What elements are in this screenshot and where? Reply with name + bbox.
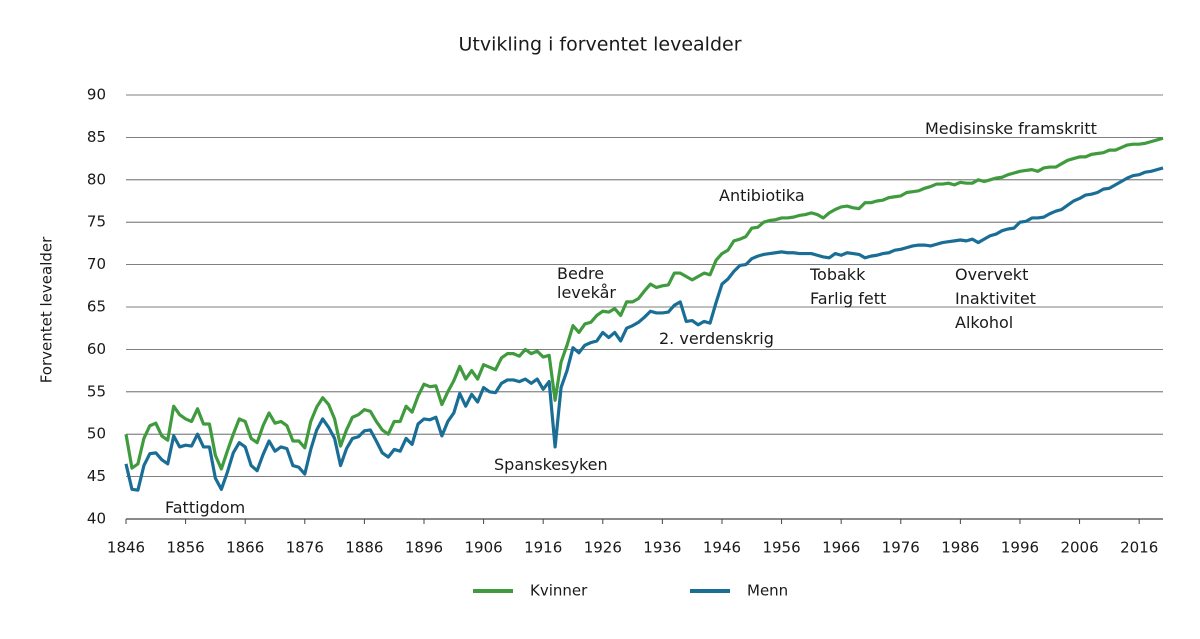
x-tick-label: 1906 — [464, 539, 502, 557]
x-tick-label: 1916 — [524, 539, 562, 557]
x-tick-label: 1926 — [584, 539, 622, 557]
annotation: Bedre — [557, 264, 604, 283]
annotation: Inaktivitet — [955, 289, 1036, 308]
series-line — [124, 136, 1164, 471]
x-tick-label: 1986 — [941, 539, 979, 557]
y-tick-label: 80 — [87, 170, 106, 188]
y-tick-label: 45 — [87, 467, 106, 485]
y-axis-label: Forventet levealder — [38, 236, 56, 383]
x-tick-label: 1996 — [1001, 539, 1039, 557]
y-tick-label: 55 — [87, 382, 106, 400]
legend-label: Menn — [747, 582, 788, 600]
x-tick-label: 1876 — [286, 539, 324, 557]
y-tick-label: 65 — [87, 298, 106, 316]
x-tick-label: 1846 — [107, 539, 145, 557]
y-tick-label: 40 — [87, 510, 106, 528]
x-tick-label: 1936 — [643, 539, 681, 557]
x-tick-label: 1976 — [882, 539, 920, 557]
annotation: Farlig fett — [810, 289, 886, 308]
annotation: Fattigdom — [165, 498, 245, 517]
annotation: levekår — [557, 283, 616, 302]
annotation: Spanskesyken — [494, 455, 608, 474]
x-tick-label: 1886 — [345, 539, 383, 557]
y-tick-label: 70 — [87, 255, 106, 273]
y-tick-label: 50 — [87, 425, 106, 443]
annotation: Antibiotika — [719, 186, 805, 205]
annotation: Tobakk — [809, 265, 866, 284]
y-tick-label: 60 — [87, 340, 106, 358]
x-tick-label: 2006 — [1060, 539, 1098, 557]
annotation: 2. verdenskrig — [659, 329, 774, 348]
x-tick-label: 1956 — [762, 539, 800, 557]
annotation: Medisinske framskritt — [925, 119, 1097, 138]
x-tick-label: 1856 — [167, 539, 205, 557]
y-tick-label: 90 — [87, 86, 106, 104]
annotation: Overvekt — [955, 265, 1028, 284]
chart-title: Utvikling i forventet levealder — [458, 34, 741, 56]
x-tick-label: 1866 — [226, 539, 264, 557]
x-tick-label: 1966 — [822, 539, 860, 557]
legend-label: Kvinner — [530, 582, 588, 600]
x-tick-label: 1896 — [405, 539, 443, 557]
x-tick-label: 1946 — [703, 539, 741, 557]
y-tick-label: 75 — [87, 213, 106, 231]
y-tick-label: 85 — [87, 128, 106, 146]
x-tick-label: 2016 — [1120, 539, 1158, 557]
annotation: Alkohol — [955, 313, 1013, 332]
series-line — [124, 166, 1164, 492]
